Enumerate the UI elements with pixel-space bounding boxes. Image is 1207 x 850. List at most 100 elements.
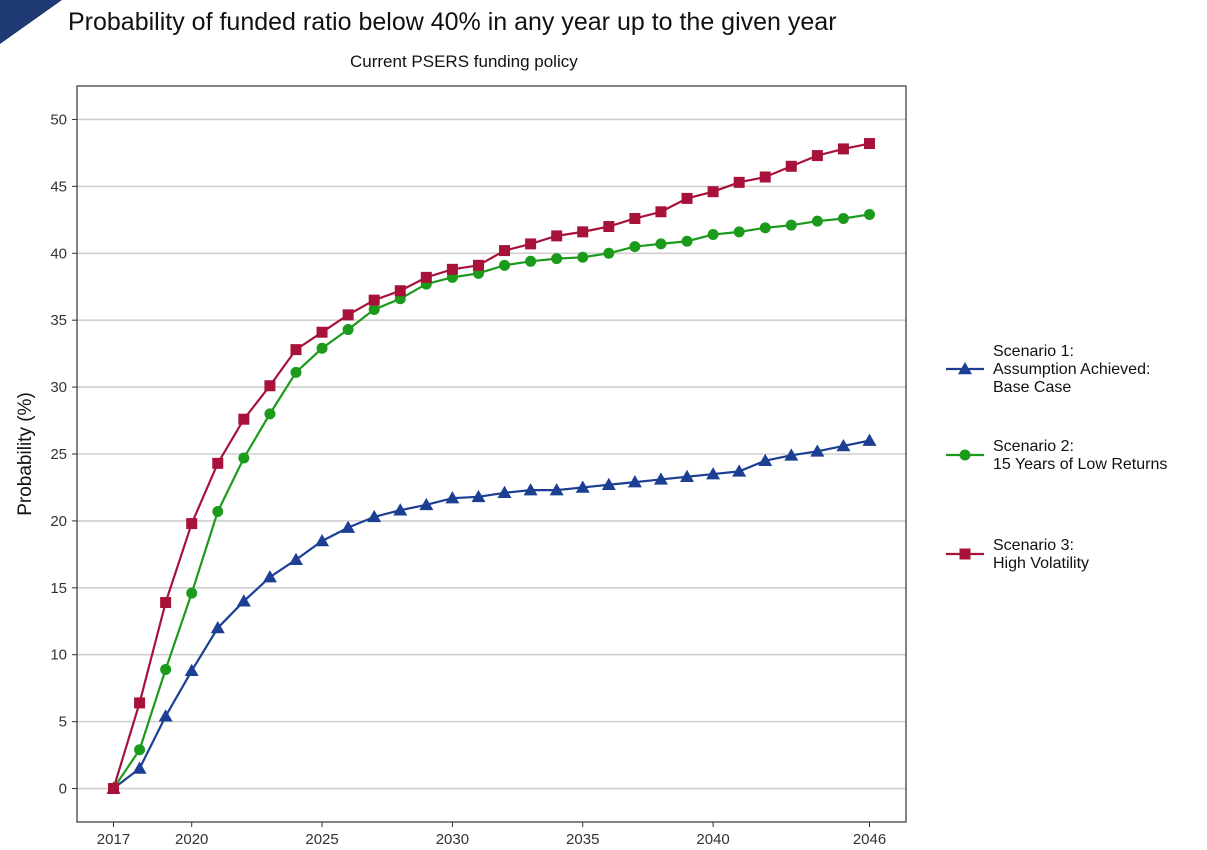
data-point — [264, 408, 276, 420]
data-point — [523, 483, 538, 496]
series-1 — [106, 433, 877, 794]
data-point — [681, 192, 693, 204]
data-point — [629, 241, 641, 253]
data-point — [836, 438, 851, 452]
data-point — [655, 206, 667, 218]
data-point — [732, 464, 747, 477]
data-point — [342, 324, 354, 336]
legend-label: Scenario 1: — [993, 343, 1074, 360]
data-point — [707, 186, 719, 198]
data-point — [603, 247, 615, 259]
x-tick-label: 2046 — [853, 831, 886, 848]
data-point — [393, 503, 408, 516]
x-tick-label: 2040 — [696, 831, 729, 848]
data-point — [341, 520, 356, 533]
data-point — [733, 226, 745, 238]
y-tick-label: 45 — [50, 178, 67, 195]
data-point — [315, 533, 330, 547]
legend-label: Assumption Achieved: — [993, 361, 1150, 378]
data-point — [549, 483, 564, 496]
legend-item-3: Scenario 3:High Volatility — [946, 537, 1089, 572]
data-point — [471, 489, 486, 503]
data-point — [368, 294, 380, 306]
data-point — [525, 255, 537, 267]
data-point — [368, 303, 380, 315]
legend-key-marker — [959, 548, 971, 560]
legend-label: High Volatility — [993, 555, 1089, 572]
data-point — [212, 457, 224, 469]
data-point — [497, 485, 512, 499]
data-point — [733, 176, 745, 188]
data-point — [837, 143, 849, 155]
data-point — [577, 226, 589, 238]
data-point — [784, 448, 799, 461]
data-point — [158, 709, 173, 722]
legend-key-marker — [958, 362, 972, 375]
series-line — [112, 213, 870, 790]
x-tick-label: 2025 — [305, 831, 338, 848]
data-point — [186, 518, 198, 530]
data-point — [603, 221, 615, 233]
data-point — [837, 212, 849, 224]
data-point — [134, 744, 146, 756]
legend-label: Scenario 2: — [993, 438, 1074, 455]
data-point — [290, 366, 302, 378]
y-tick-label: 15 — [50, 580, 67, 597]
data-point — [811, 150, 823, 162]
legend-item-1: Scenario 1:Assumption Achieved:Base Case — [946, 343, 1150, 396]
legend-key-marker — [959, 449, 971, 461]
data-point — [499, 259, 511, 271]
legend-label: 15 Years of Low Returns — [993, 456, 1167, 473]
data-point — [577, 251, 589, 263]
y-tick-label: 10 — [50, 647, 67, 664]
data-point — [316, 342, 328, 354]
data-point — [446, 263, 458, 275]
data-point — [680, 469, 695, 482]
series-2 — [107, 208, 876, 795]
data-point — [132, 761, 147, 774]
data-point — [811, 215, 823, 227]
data-point — [445, 491, 460, 504]
data-point — [420, 271, 432, 283]
y-axis-title: Probability (%) — [15, 392, 36, 516]
data-point — [394, 285, 406, 297]
y-tick-label: 40 — [50, 245, 67, 262]
legend: Scenario 1:Assumption Achieved:Base Case… — [946, 343, 1167, 572]
data-point — [160, 597, 172, 609]
data-point — [210, 620, 225, 634]
data-point — [134, 697, 146, 709]
data-point — [653, 472, 668, 485]
series-line — [112, 142, 870, 789]
data-point — [107, 783, 119, 795]
data-point — [472, 259, 484, 271]
data-point — [627, 475, 642, 488]
data-point — [238, 413, 250, 425]
chart-title: Probability of funded ratio below 40% in… — [68, 8, 837, 36]
data-point — [681, 235, 693, 247]
data-point — [525, 238, 537, 250]
legend-label: Base Case — [993, 379, 1071, 396]
data-point — [342, 309, 354, 321]
x-tick-label: 2020 — [175, 831, 208, 848]
y-tick-label: 50 — [50, 111, 67, 128]
data-point — [810, 444, 825, 457]
data-point — [551, 253, 563, 265]
data-point — [212, 506, 224, 518]
series-3 — [107, 138, 876, 795]
y-tick-label: 35 — [50, 312, 67, 329]
legend-label: Scenario 3: — [993, 537, 1074, 554]
data-point — [759, 222, 771, 234]
data-point — [238, 452, 250, 464]
data-point — [184, 663, 199, 677]
data-point — [864, 138, 876, 150]
legend-item-2: Scenario 2:15 Years of Low Returns — [946, 438, 1167, 473]
y-tick-label: 20 — [50, 513, 67, 530]
data-point — [419, 497, 434, 511]
x-tick-label: 2035 — [566, 831, 599, 848]
data-point — [629, 212, 641, 224]
data-point — [316, 326, 328, 338]
data-point — [707, 229, 719, 241]
data-point — [262, 570, 277, 583]
data-point — [290, 344, 302, 356]
